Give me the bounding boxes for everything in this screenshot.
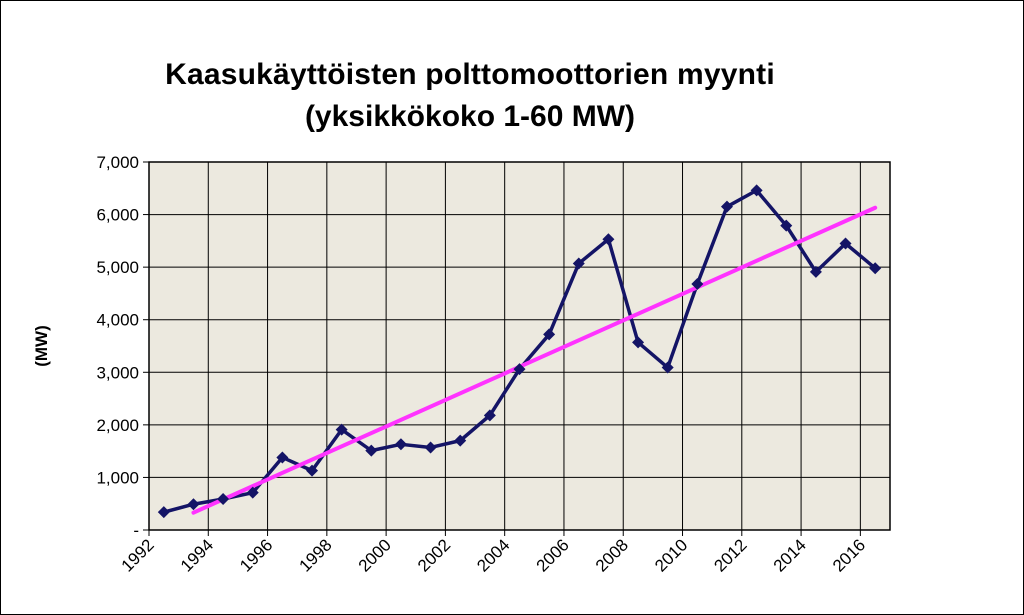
data-point-marker — [780, 219, 793, 232]
data-point-marker — [483, 409, 496, 422]
x-tick-label: 2010 — [651, 535, 691, 575]
y-tick-label: 1,000 — [96, 468, 139, 487]
data-point-marker — [454, 434, 467, 447]
data-point-marker — [276, 451, 289, 464]
x-tick-label: 2012 — [710, 535, 750, 575]
data-point-marker — [365, 444, 378, 457]
data-point-marker — [809, 265, 822, 278]
data-point-marker — [335, 423, 348, 436]
x-tick-label: 1994 — [177, 535, 217, 575]
data-point-marker — [246, 486, 259, 499]
x-tick-label: 2014 — [770, 535, 810, 575]
data-point-marker — [394, 438, 407, 451]
chart-title-line-1: Kaasukäyttöisten polttomoottorien myynti — [165, 58, 775, 91]
x-axis-ticks: 1992 1994 1996 1998 2000 2002 2004 2006 2008 2010… — [118, 530, 869, 576]
gridlines — [149, 162, 890, 530]
x-tick-label: 2006 — [533, 535, 573, 575]
y-tick-label: 3,000 — [96, 363, 139, 382]
y-axis-label: (MW) — [32, 325, 51, 367]
data-point-marker — [632, 336, 645, 349]
x-tick-label: 1996 — [236, 535, 276, 575]
x-tick-label: 2004 — [473, 535, 513, 575]
x-tick-label: 2002 — [414, 535, 454, 575]
x-tick-label: 2016 — [829, 535, 869, 575]
trend-line — [191, 205, 878, 515]
data-point-marker — [513, 363, 526, 376]
y-tick-label: 4,000 — [96, 311, 139, 330]
data-point-marker — [750, 184, 763, 197]
data-point-marker — [869, 262, 882, 275]
x-tick-label: 1998 — [295, 535, 335, 575]
x-tick-label: 2008 — [592, 535, 632, 575]
data-point-marker — [691, 277, 704, 290]
data-point-marker — [306, 464, 319, 477]
series-group — [157, 184, 882, 519]
data-point-marker — [187, 498, 200, 511]
y-tick-label: 7,000 — [96, 153, 139, 172]
data-point-marker — [157, 506, 170, 519]
y-tick-label: 6,000 — [96, 206, 139, 225]
data-point-marker — [217, 492, 230, 505]
data-point-marker — [661, 361, 674, 374]
data-point-marker — [720, 200, 733, 213]
y-tick-label: 5,000 — [96, 258, 139, 277]
y-axis-ticks: - 1,000 2,000 3,000 4,000 5,000 6,000 7,000 — [96, 153, 149, 540]
x-tick-label: 2000 — [355, 535, 395, 575]
data-point-marker — [602, 233, 615, 246]
y-tick-label: - — [133, 521, 139, 540]
y-tick-label: 2,000 — [96, 416, 139, 435]
data-point-marker — [543, 328, 556, 341]
chart-title-line-2: (yksikkökoko 1-60 MW) — [304, 100, 636, 133]
x-tick-label: 1992 — [118, 535, 158, 575]
data-point-marker — [572, 257, 585, 270]
data-point-marker — [424, 441, 437, 454]
data-point-marker — [839, 237, 852, 250]
